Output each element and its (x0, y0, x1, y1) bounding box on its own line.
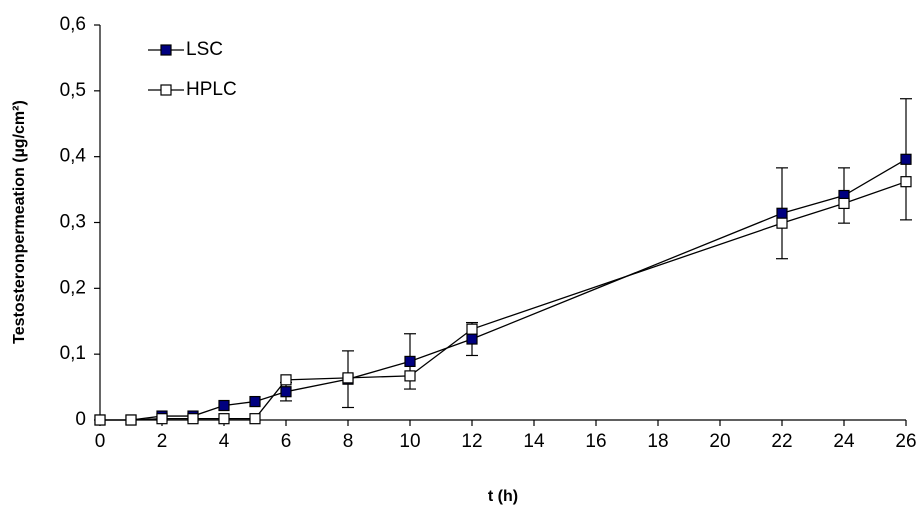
marker (249, 395, 261, 408)
marker (776, 207, 788, 219)
marker (125, 414, 137, 426)
marker (404, 355, 416, 368)
marker (466, 333, 478, 345)
marker (156, 413, 168, 425)
legend-label: LSC (186, 39, 223, 60)
y-tick-label: 0,6 (60, 14, 86, 35)
marker (900, 176, 912, 188)
x-tick-label: 0 (95, 431, 106, 452)
series-line (100, 158, 907, 421)
y-axis-label: Testosteronpermeation (µg/cm²) (11, 100, 28, 344)
marker (838, 197, 850, 210)
y-tick-label: 0 (75, 409, 86, 430)
marker (404, 370, 416, 382)
x-tick-label: 12 (461, 431, 482, 452)
x-tick-label: 26 (895, 431, 916, 452)
marker (342, 372, 354, 384)
y-tick-label: 0,5 (60, 80, 86, 101)
marker (466, 323, 478, 335)
x-tick-label: 10 (399, 431, 420, 452)
marker (94, 414, 106, 426)
y-tick-label: 0,2 (60, 277, 86, 298)
marker (187, 413, 199, 425)
x-tick-label: 14 (523, 431, 545, 452)
x-axis-label: t (h) (488, 488, 518, 505)
marker (280, 386, 292, 398)
x-tick-label: 16 (585, 431, 606, 452)
x-tick-label: 2 (157, 431, 168, 452)
legend-label: HPLC (186, 79, 237, 100)
x-tick-label: 6 (281, 431, 292, 452)
x-tick-label: 24 (833, 431, 855, 452)
marker (218, 413, 230, 425)
marker (249, 413, 261, 425)
legend-marker (160, 84, 172, 96)
marker (280, 374, 292, 386)
x-tick-label: 18 (647, 431, 668, 452)
marker (776, 217, 788, 229)
legend-marker (160, 44, 172, 56)
x-tick-label: 8 (343, 431, 354, 452)
y-tick-label: 0,1 (60, 343, 86, 364)
x-tick-label: 4 (219, 431, 230, 452)
x-tick-label: 20 (709, 431, 730, 452)
marker (900, 153, 912, 165)
marker (218, 399, 230, 412)
y-tick-label: 0,3 (60, 212, 86, 233)
y-tick-label: 0,4 (60, 146, 87, 167)
x-tick-label: 22 (771, 431, 792, 452)
